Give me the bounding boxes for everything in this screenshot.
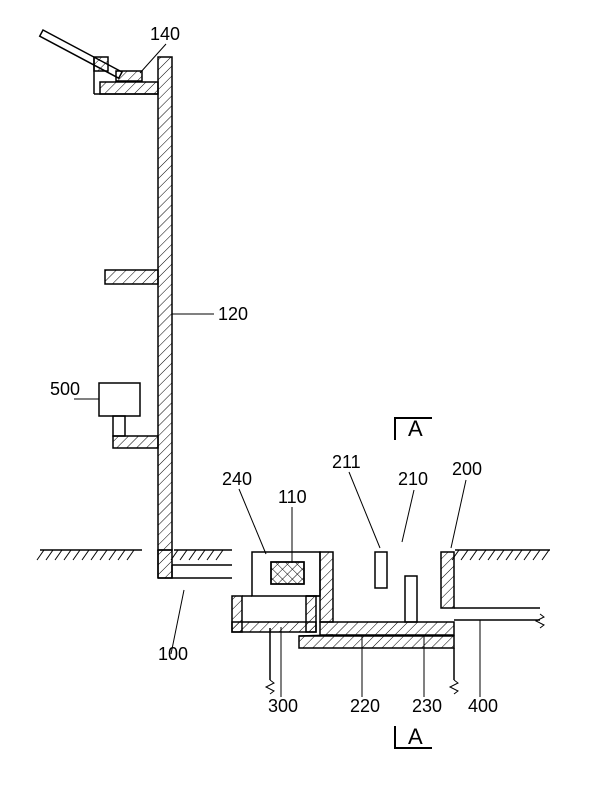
label-l120: 120	[218, 304, 248, 324]
label-l110: 110	[278, 487, 307, 507]
label-l500: 500	[50, 379, 80, 399]
label-l140: 140	[150, 24, 180, 44]
label-l220: 220	[350, 696, 380, 716]
label-sectA1: A	[408, 416, 423, 441]
label-l200: 200	[452, 459, 482, 479]
technical-diagram: 140 120 500 240 110 211 210 200 100 300 220 230 400 A…	[0, 0, 590, 788]
label-l211: 211	[332, 452, 361, 472]
label-l230: 230	[412, 696, 442, 716]
label-l210: 210	[398, 469, 428, 489]
label-l240: 240	[222, 469, 252, 489]
label-l300: 300	[268, 696, 298, 716]
label-l100: 100	[158, 644, 188, 664]
label-sectA2: A	[408, 724, 423, 749]
label-l400: 400	[468, 696, 498, 716]
diagram-geometry	[37, 30, 550, 694]
